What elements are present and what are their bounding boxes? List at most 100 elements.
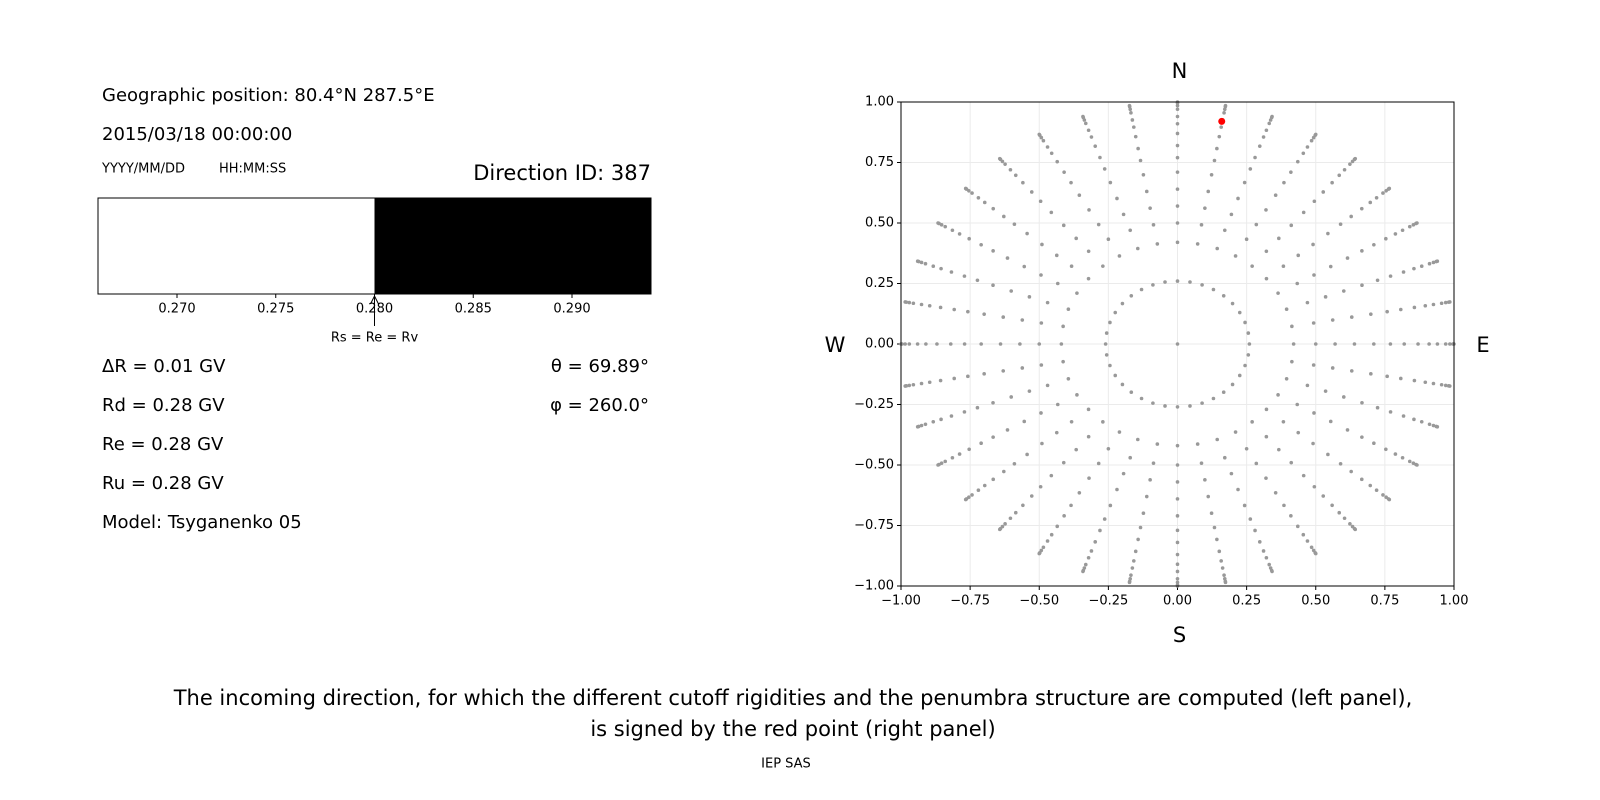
direction-point	[1104, 353, 1109, 357]
direction-point	[949, 414, 954, 418]
direction-point	[1221, 294, 1226, 298]
direction-point	[1387, 186, 1392, 191]
direction-point	[1222, 573, 1226, 577]
direction-point	[1151, 283, 1155, 287]
direction-point	[1206, 494, 1211, 499]
direction-point	[1108, 180, 1113, 185]
direction-point	[911, 382, 916, 387]
direction-point	[1113, 373, 1118, 378]
direction-point	[1230, 382, 1235, 387]
direction-point	[963, 186, 968, 191]
direction-point	[1374, 195, 1379, 200]
direction-point	[1108, 363, 1112, 368]
direction-point	[1059, 342, 1064, 346]
direction-point	[1132, 559, 1136, 563]
direction-point	[915, 259, 920, 264]
direction-point	[1101, 420, 1105, 424]
direction-point	[1005, 256, 1010, 260]
direction-point	[1261, 135, 1266, 139]
direction-point	[1121, 212, 1126, 217]
direction-point	[1086, 555, 1091, 560]
direction-point	[1372, 441, 1376, 446]
direction-point	[1321, 190, 1326, 194]
direction-point	[1305, 145, 1310, 149]
direction-point	[1250, 264, 1254, 268]
direction-point	[1054, 253, 1059, 258]
direction-point	[1352, 342, 1357, 346]
direction-point	[1101, 264, 1105, 268]
direction-point	[1372, 342, 1376, 346]
direction-point	[1415, 463, 1419, 467]
direction-point	[1301, 532, 1306, 537]
direction-point	[1305, 539, 1310, 543]
direction-point	[1276, 291, 1280, 295]
direction-point	[1133, 134, 1138, 139]
direction-point	[1021, 503, 1025, 508]
direction-point	[1273, 491, 1278, 495]
direction-point	[1045, 145, 1050, 149]
y-tick-label: 1.00	[865, 95, 894, 110]
direction-point	[1330, 318, 1335, 322]
y-tick-label: −0.25	[854, 397, 894, 412]
direction-point	[1144, 189, 1149, 194]
direction-point	[943, 459, 948, 464]
direction-point	[982, 312, 986, 316]
direction-point	[982, 483, 987, 488]
direction-point	[1203, 206, 1207, 210]
direction-point	[1353, 527, 1358, 532]
direction-point	[1025, 452, 1029, 457]
direction-point	[911, 301, 916, 306]
direction-point	[1398, 376, 1403, 381]
direction-point	[1423, 380, 1428, 385]
direction-point	[1223, 580, 1228, 585]
y-tick-label: 0.00	[865, 337, 894, 352]
direction-point	[1342, 167, 1347, 172]
direction-point	[923, 261, 928, 266]
direction-point	[931, 264, 936, 268]
direction-point	[952, 376, 957, 381]
direction-label: S	[1173, 623, 1186, 647]
direction-point	[1066, 376, 1071, 381]
direction-point	[1175, 187, 1180, 191]
direction-point	[1081, 569, 1085, 574]
direction-point	[1200, 401, 1204, 405]
direction-point	[1005, 428, 1010, 432]
direction-point	[1311, 363, 1316, 367]
direction-point	[1041, 545, 1046, 550]
direction-point	[1113, 310, 1118, 315]
direction-point	[943, 224, 948, 229]
direction-point	[1431, 423, 1436, 428]
direction-point	[967, 236, 971, 241]
direction-point	[1289, 514, 1293, 518]
direction-point	[1117, 254, 1122, 258]
direction-point	[1236, 487, 1240, 492]
direction-point	[924, 342, 928, 346]
direction-point	[979, 242, 983, 247]
direction-point	[1175, 580, 1180, 585]
direction-point	[950, 455, 955, 460]
direction-point	[1270, 569, 1274, 574]
direction-point	[1003, 162, 1007, 166]
direction-point	[1412, 266, 1416, 271]
direction-point	[927, 380, 932, 385]
direction-point	[1309, 545, 1314, 550]
direction-point	[1447, 384, 1452, 388]
direction-point	[1326, 452, 1330, 457]
direction-point	[1144, 494, 1149, 499]
direction-point	[1121, 471, 1126, 476]
direction-point	[1155, 442, 1160, 446]
direction-point	[1345, 256, 1350, 260]
direction-point	[1040, 242, 1044, 247]
direction-point	[1215, 146, 1219, 151]
direction-point	[1135, 246, 1140, 251]
direction-point	[1388, 410, 1393, 414]
direction-point	[1175, 552, 1180, 557]
direction-point	[907, 300, 912, 305]
direction-point	[1129, 111, 1133, 115]
direction-point	[1443, 300, 1448, 305]
direction-point	[1360, 400, 1364, 405]
direction-point	[1242, 180, 1247, 185]
direction-point	[1281, 419, 1286, 424]
direction-point	[1305, 383, 1310, 388]
direction-point	[1289, 223, 1294, 228]
